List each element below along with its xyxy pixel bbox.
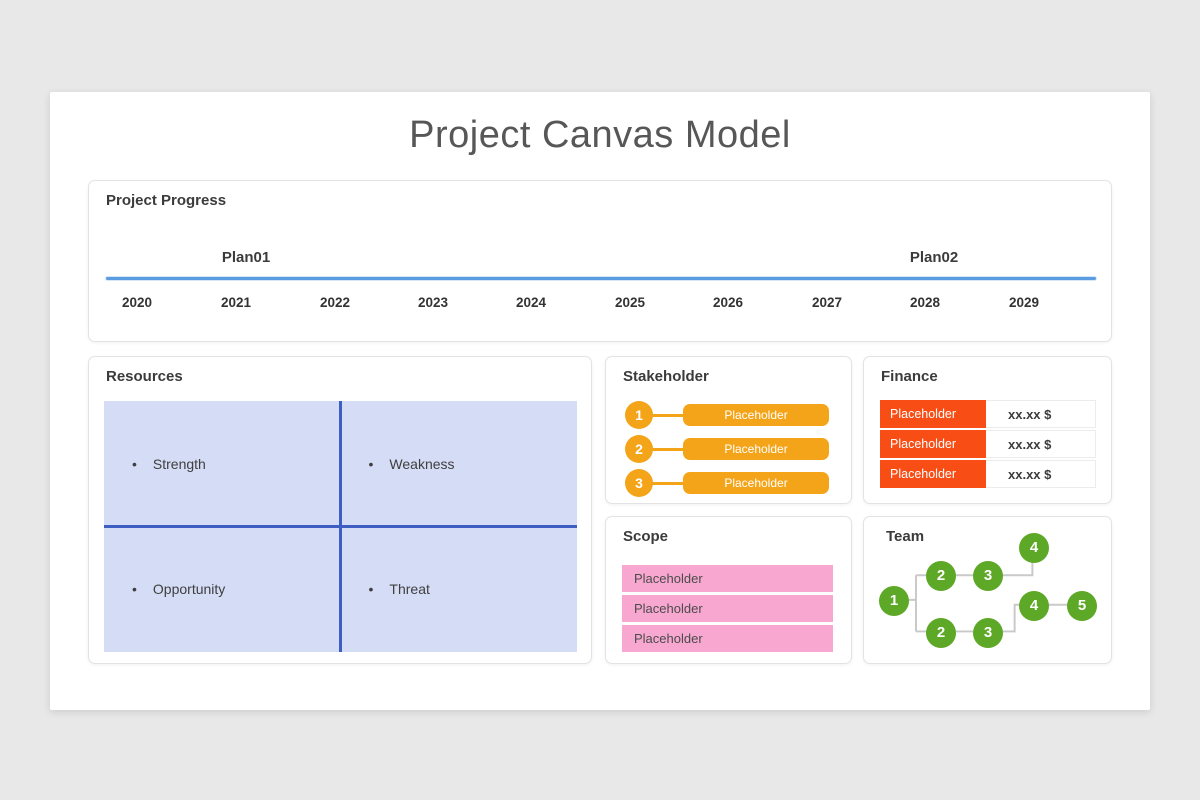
stakeholder-row: 2 Placeholder	[606, 435, 851, 463]
stakeholder-placeholder: Placeholder	[683, 438, 829, 460]
finance-row: Placeholder xx.xx $	[880, 400, 1096, 428]
finance-panel: Finance Placeholder xx.xx $ Placeholder …	[863, 356, 1112, 504]
slide-canvas: Project Canvas Model Project Progress Pl…	[50, 92, 1150, 710]
quadrant-cell-weakness: • Weakness	[341, 401, 578, 527]
quadrant-label: Opportunity	[152, 581, 226, 598]
stakeholder-number-badge: 3	[625, 469, 653, 497]
year-label-2025: 2025	[614, 295, 646, 310]
team-node: 4	[1019, 591, 1049, 621]
page-title: Project Canvas Model	[409, 114, 791, 156]
finance-row-label: Placeholder	[880, 430, 986, 458]
plan01-label: Plan01	[221, 249, 271, 266]
quadrant-cell-opportunity: • Opportunity	[104, 527, 341, 653]
timeline-line	[106, 277, 1096, 280]
connector-line	[651, 448, 683, 451]
team-node: 3	[973, 618, 1003, 648]
finance-row: Placeholder xx.xx $	[880, 430, 1096, 458]
plan02-label: Plan02	[909, 249, 959, 266]
team-node: 3	[973, 561, 1003, 591]
quadrant-label: Strength	[152, 455, 206, 472]
finance-row-label: Placeholder	[880, 460, 986, 488]
quadrant-grid: • Strength • Weakness • Opportunity • Th…	[104, 401, 577, 652]
year-label-2021: 2021	[220, 295, 252, 310]
finance-row-value: xx.xx $	[986, 460, 1096, 488]
year-label-2022: 2022	[319, 295, 351, 310]
scope-title: Scope	[623, 528, 669, 545]
year-label-2029: 2029	[1008, 295, 1040, 310]
scope-placeholder: Placeholder	[622, 595, 833, 622]
finance-row-value: xx.xx $	[986, 400, 1096, 428]
bullet-icon: •	[132, 455, 137, 472]
stakeholder-panel: Stakeholder 1 Placeholder 2 Placeholder …	[605, 356, 852, 504]
bullet-icon: •	[132, 581, 137, 598]
bullet-icon: •	[368, 581, 374, 598]
quadrant-cell-strength: • Strength	[104, 401, 341, 527]
stakeholder-row: 1 Placeholder	[606, 401, 851, 429]
team-node: 1	[879, 586, 909, 616]
team-node: 5	[1067, 591, 1097, 621]
year-label-2028: 2028	[909, 295, 941, 310]
stakeholder-placeholder: Placeholder	[683, 404, 829, 426]
scope-placeholder: Placeholder	[622, 625, 833, 652]
team-panel: Team 1 2 3 4 2 3 4 5	[863, 516, 1112, 664]
scope-panel: Scope Placeholder Placeholder Placeholde…	[605, 516, 852, 664]
finance-row: Placeholder xx.xx $	[880, 460, 1096, 488]
team-title: Team	[886, 528, 925, 545]
stakeholder-placeholder: Placeholder	[683, 472, 829, 494]
year-label-2024: 2024	[515, 295, 547, 310]
quadrant-horizontal-divider	[104, 525, 577, 528]
connector-line	[651, 482, 683, 485]
year-label-2027: 2027	[811, 295, 843, 310]
year-label-2026: 2026	[712, 295, 744, 310]
resources-title: Resources	[106, 368, 183, 385]
year-label-2023: 2023	[417, 295, 449, 310]
year-label-2020: 2020	[121, 295, 153, 310]
stakeholder-row: 3 Placeholder	[606, 469, 851, 497]
finance-row-label: Placeholder	[880, 400, 986, 428]
team-node: 4	[1019, 533, 1049, 563]
scope-placeholder: Placeholder	[622, 565, 833, 592]
connector-line	[651, 414, 683, 417]
project-progress-title: Project Progress	[106, 192, 227, 209]
quadrant-cell-threat: • Threat	[341, 527, 578, 653]
stakeholder-title: Stakeholder	[623, 368, 709, 385]
stakeholder-number-badge: 1	[625, 401, 653, 429]
resources-panel: Resources • Strength • Weakness • Opport…	[88, 356, 592, 664]
quadrant-label: Weakness	[389, 455, 455, 472]
team-node: 2	[926, 618, 956, 648]
swot-quadrant: • Strength • Weakness • Opportunity • Th…	[104, 401, 577, 652]
stakeholder-number-badge: 2	[625, 435, 653, 463]
project-progress-panel: Project Progress Plan01 Plan02 2020 2021…	[88, 180, 1112, 342]
team-node: 2	[926, 561, 956, 591]
finance-title: Finance	[881, 368, 938, 385]
bullet-icon: •	[368, 455, 374, 472]
quadrant-label: Threat	[389, 581, 430, 598]
finance-row-value: xx.xx $	[986, 430, 1096, 458]
